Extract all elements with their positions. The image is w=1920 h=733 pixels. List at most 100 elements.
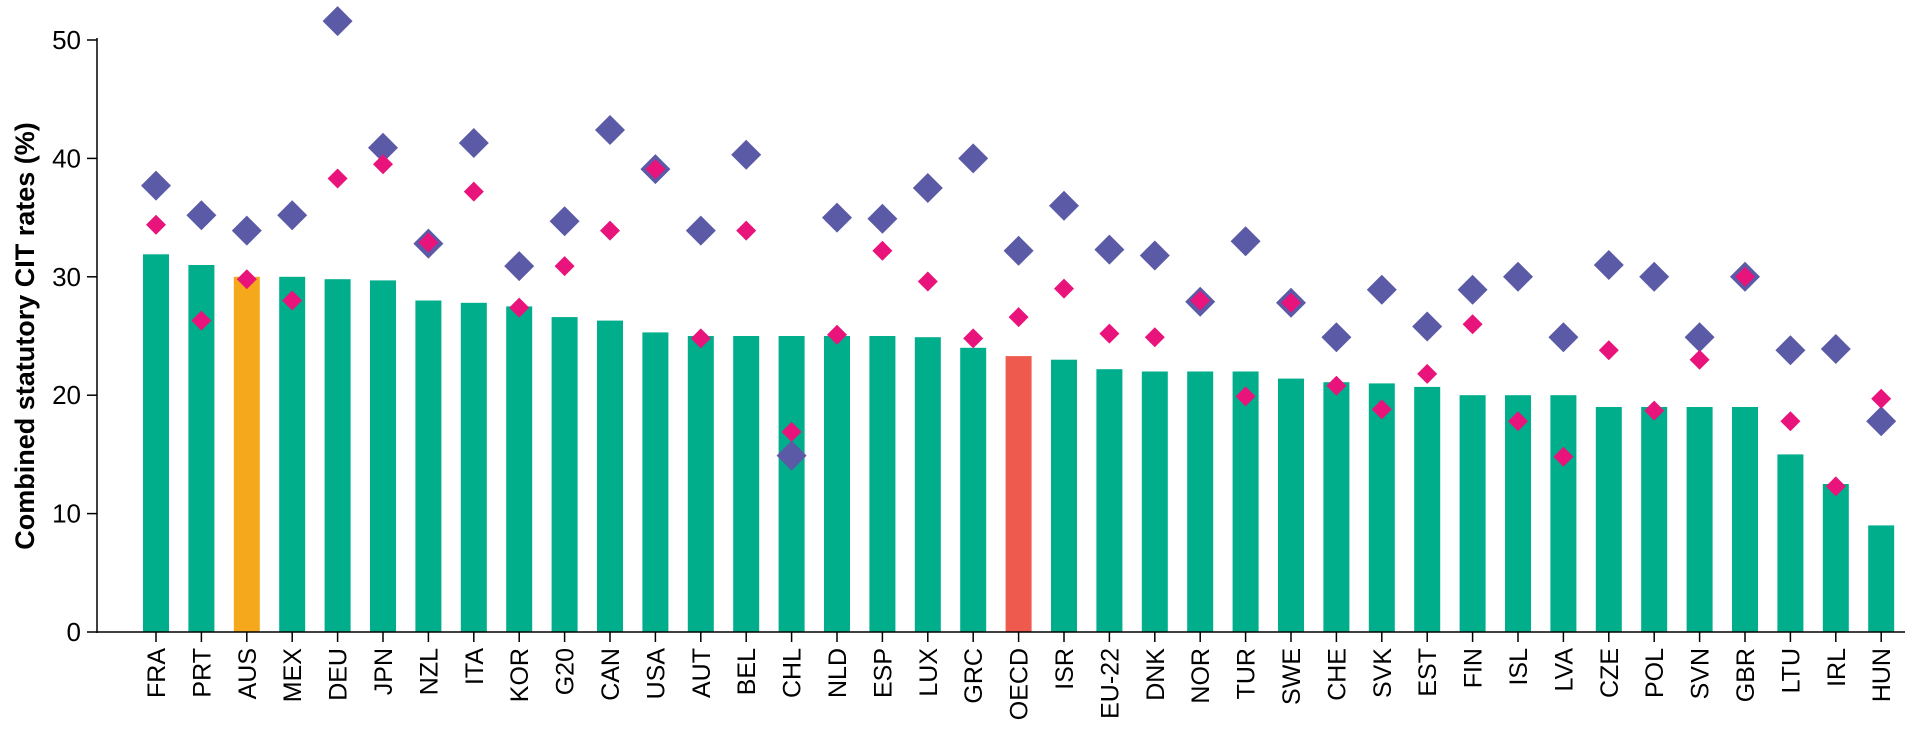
y-tick-label-50: 50 — [52, 25, 81, 55]
marker-large-tur — [1230, 226, 1261, 257]
bar-svk — [1368, 383, 1395, 632]
bar-lux — [914, 337, 941, 632]
marker-small-grc — [963, 328, 984, 349]
bar-lva — [1550, 395, 1577, 632]
marker-small-gbr — [1735, 266, 1755, 287]
bar-esp — [869, 336, 896, 632]
x-tick-label-eu-22: EU-22 — [1096, 648, 1124, 719]
marker-small-aus — [236, 269, 257, 290]
bar-jpn — [370, 280, 396, 632]
marker-small-nld — [827, 324, 847, 345]
marker-small-svn — [1689, 349, 1710, 370]
marker-large-kor — [504, 251, 535, 282]
marker-small-isr — [1054, 278, 1074, 299]
marker-large-jpn — [368, 132, 398, 163]
marker-small-lva — [1553, 446, 1574, 467]
x-tick-label-dnk: DNK — [1142, 648, 1170, 701]
marker-small-oecd — [1008, 307, 1029, 328]
markers-layer — [141, 6, 1897, 497]
y-tick-label-0: 0 — [67, 617, 81, 647]
bar-mex — [279, 276, 306, 632]
marker-small-mex — [282, 290, 303, 311]
marker-small-est — [1417, 363, 1438, 384]
x-tick-label-deu: DEU — [325, 648, 353, 701]
marker-small-ltu — [1780, 411, 1801, 432]
marker-small-pol — [1644, 400, 1665, 421]
x-tick-label-fin: FIN — [1460, 648, 1488, 688]
marker-large-can — [595, 115, 625, 145]
x-tick-label-hun: HUN — [1868, 648, 1896, 702]
bar-nzl — [415, 300, 442, 632]
x-tick-label-gbr: GBR — [1732, 648, 1760, 702]
x-tick-label-isr: ISR — [1051, 648, 1079, 690]
marker-small-nzl — [418, 232, 439, 253]
bar-ltu — [1777, 454, 1804, 632]
x-tick-label-nld: NLD — [824, 648, 852, 698]
marker-small-eu-22 — [1099, 323, 1120, 344]
marker-large-esp — [867, 203, 898, 234]
marker-small-che — [1326, 375, 1347, 396]
y-axis: 0 10 20 30 40 50 — [52, 25, 98, 647]
y-tick-label-10: 10 — [52, 499, 81, 529]
x-tick-label-oecd: OECD — [1006, 648, 1034, 720]
marker-small-isl — [1508, 411, 1528, 432]
marker-small-svk — [1371, 399, 1392, 420]
marker-large-lux — [912, 173, 943, 203]
x-tick-label-aut: AUT — [688, 648, 716, 698]
bar-g20 — [551, 317, 578, 632]
x-tick-label-che: CHE — [1323, 648, 1351, 701]
marker-large-irl — [1820, 334, 1851, 364]
bar-eu-22 — [1096, 369, 1123, 632]
marker-large-ltu — [1775, 335, 1806, 366]
marker-small-usa — [645, 159, 666, 180]
marker-small-deu — [327, 168, 348, 189]
marker-small-kor — [509, 297, 530, 318]
x-tick-label-est: EST — [1414, 648, 1442, 697]
bar-can — [597, 320, 623, 632]
x-tick-label-irl: IRL — [1823, 648, 1851, 687]
bar-swe — [1278, 378, 1304, 632]
marker-large-che — [1321, 322, 1352, 353]
marker-small-swe — [1281, 292, 1301, 313]
marker-large-ita — [458, 128, 489, 158]
marker-large-isl — [1503, 261, 1533, 292]
marker-large-aut — [685, 215, 716, 246]
x-tick-label-chl: CHL — [779, 648, 807, 698]
x-tick-label-cze: CZE — [1596, 648, 1624, 698]
marker-large-g20 — [549, 206, 580, 237]
x-tick-label-esp: ESP — [869, 648, 897, 698]
bar-aut — [687, 336, 714, 632]
marker-small-hun — [1871, 388, 1892, 409]
bar-nld — [824, 336, 850, 632]
marker-small-irl — [1825, 476, 1846, 497]
marker-large-nld — [822, 202, 852, 233]
marker-small-esp — [872, 240, 893, 261]
x-tick-label-ltu: LTU — [1777, 648, 1805, 693]
bar-fin — [1459, 395, 1486, 632]
y-tick-label-40: 40 — [52, 143, 81, 173]
bar-fra — [143, 254, 169, 633]
marker-large-est — [1412, 311, 1443, 342]
x-tick-label-bel: BEL — [733, 648, 761, 695]
y-tick-label-30: 30 — [52, 262, 81, 292]
marker-small-fin — [1462, 314, 1483, 335]
marker-large-lva — [1548, 322, 1579, 353]
marker-small-fra — [146, 214, 166, 235]
marker-large-bel — [731, 139, 762, 170]
bar-gbr — [1732, 407, 1758, 632]
marker-large-eu-22 — [1094, 234, 1125, 265]
x-tick-label-can: CAN — [597, 648, 625, 701]
bar-nor — [1187, 371, 1214, 632]
marker-small-ita — [463, 181, 484, 202]
marker-small-chl — [781, 421, 802, 442]
marker-small-nor — [1190, 290, 1211, 311]
bar-irl — [1822, 484, 1849, 632]
x-tick-label-prt: PRT — [188, 648, 216, 698]
x-tick-label-g20: G20 — [552, 648, 580, 695]
bar-usa — [642, 332, 669, 632]
x-tick-label-nor: NOR — [1187, 648, 1215, 704]
bar-oecd — [1005, 356, 1032, 632]
marker-small-dnk — [1144, 327, 1165, 348]
bar-cze — [1595, 407, 1622, 632]
